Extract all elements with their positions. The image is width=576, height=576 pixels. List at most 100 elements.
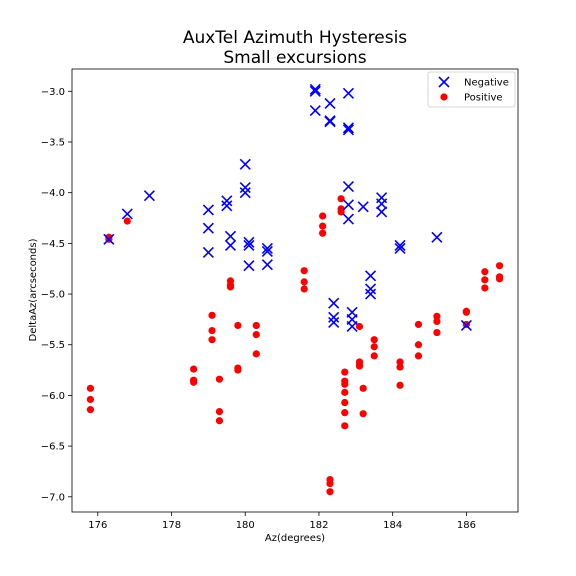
legend-label-negative: Negative [464,78,509,89]
marker-x-stroke [239,182,251,194]
marker-x-stroke [342,87,355,99]
positive-point [208,336,216,344]
positive-point [326,480,334,488]
negative-point [364,288,377,300]
positive-point [355,322,364,331]
positive-point [319,229,327,237]
negative-point [431,231,443,243]
positive-point [414,352,423,360]
marker-x-stroke [394,242,406,254]
marker-x-stroke [243,239,255,251]
positive-point [355,362,364,370]
x-tick-label: 180 [236,520,255,531]
positive-point [86,395,95,404]
negative-point [221,195,233,207]
positive-point [252,321,260,330]
x-tick-label: 184 [383,520,402,531]
negative-point [121,208,133,220]
positive-point [359,384,367,392]
marker-x-stroke [328,297,340,309]
marker-x-stroke [357,201,369,213]
marker-x-stroke [243,236,255,248]
positive-point [414,341,423,349]
marker-x-stroke [309,83,321,95]
positive-point [370,352,378,360]
x-tick-label: 182 [309,520,328,531]
positive-point [215,375,224,383]
marker-x-stroke [376,198,388,210]
positive-point [370,343,378,351]
positive-point [341,398,349,407]
marker-x-stroke [431,231,443,243]
positive-point [215,408,224,416]
marker-x-stroke [328,311,340,323]
negative-point [243,260,255,272]
y-tick-label: −5.0 [41,290,65,301]
negative-point [243,236,255,248]
negative-point [309,85,321,97]
y-tick-label: −6.0 [41,391,65,402]
positive-point [462,308,470,316]
positive-point [319,212,327,220]
marker-x-stroke [438,76,450,88]
positive-point [495,275,504,283]
negative-point [328,311,340,323]
negative-point [143,190,155,202]
marker-x-stroke [103,233,115,245]
y-tick-label: −4.5 [41,239,65,250]
marker-x-stroke [309,85,321,97]
x-tick-label: 186 [457,520,476,531]
marker-x-stroke [324,97,336,110]
marker-x-stroke [202,204,214,216]
negative-point [239,182,251,194]
marker-x-stroke [364,270,377,282]
negative-point [364,283,377,295]
marker-x-stroke [364,283,377,295]
positive-point [341,422,349,430]
marker-x-stroke [342,181,355,193]
negative-point [342,124,355,136]
negative-point [224,230,237,242]
positive-point [481,276,489,284]
positive-point [300,267,308,275]
negative-point [261,242,273,254]
axis-ticks: 176 178 180 182 184 186 −3.0 −3.5 −4.0 −4.5 −5.0 −5… [41,87,476,531]
data-points [86,83,504,496]
positive-point [208,311,216,319]
marker-x-stroke [328,316,340,328]
negative-point [346,320,358,333]
positive-point [433,328,441,337]
positive-point [414,320,423,329]
negative-point [239,158,251,170]
legend: Negative Positive [427,71,516,108]
marker-x-stroke [324,116,336,128]
negative-point [202,204,214,216]
chart-title: AuxTel Azimuth Hysteresis [183,28,407,48]
negative-point [328,316,340,328]
negative-point [357,201,369,213]
y-tick-label: −7.0 [41,492,65,503]
legend-label-positive: Positive [464,93,503,104]
positive-point [341,380,349,388]
y-tick-label: −6.5 [41,442,65,453]
negative-point [394,242,406,254]
positive-point [252,350,260,358]
negative-point [342,199,355,211]
negative-point [243,239,255,251]
negative-point [342,181,355,193]
positive-point [337,195,345,203]
y-tick-label: −3.0 [41,87,65,98]
y-tick-label: −4.0 [41,188,65,199]
positive-point [300,278,308,286]
positive-point [326,488,334,496]
negative-point [376,206,388,218]
negative-point [309,104,321,117]
x-tick-label: 178 [162,520,181,531]
positive-point [319,222,327,230]
marker-x-stroke [342,124,355,136]
positive-point [208,326,216,335]
negative-point [224,239,237,251]
negative-point [309,83,321,95]
negative-point [261,259,273,271]
negative-point [394,239,406,251]
